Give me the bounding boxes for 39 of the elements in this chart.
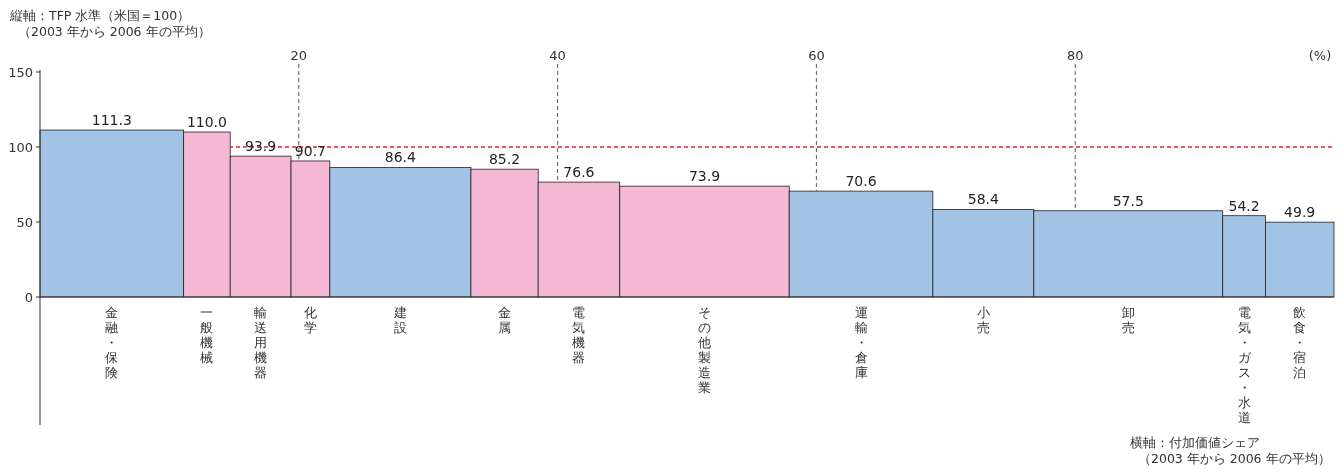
data-label: 73.9 — [688, 168, 721, 185]
x-tick-label: 金属 — [498, 305, 512, 335]
text: （2003 年から 2006 年の平均） — [18, 24, 211, 39]
x-tick-label: 電気・ガス・水道 — [1237, 305, 1252, 425]
x-tick-label: 金融・保険 — [105, 305, 119, 380]
x2-tick-label: 40 — [549, 48, 566, 63]
data-label: 86.4 — [384, 149, 417, 166]
x-tick-label: 建設 — [392, 305, 407, 335]
y-tick-label: 150 — [8, 64, 33, 80]
x-tick-label: 小売 — [976, 305, 990, 335]
x-tick-label: 化学 — [303, 305, 317, 335]
data-label: 58.4 — [967, 191, 999, 208]
x-tick-label: 一般機械 — [200, 305, 214, 365]
x-tick-label: 電気機器 — [572, 305, 586, 365]
data-label: 54.2 — [1228, 197, 1260, 214]
y-tick-label: 100 — [8, 139, 33, 155]
data-label: 111.3 — [91, 112, 132, 129]
data-label: 93.9 — [245, 138, 277, 155]
y-tick-label: 50 — [16, 214, 33, 230]
x-tick-label: 卸売 — [1121, 305, 1135, 335]
x-tick-label: 飲食・宿泊 — [1293, 305, 1307, 380]
y-axis-title: 縦軸：TFP 水準（米国＝100） — [9, 8, 191, 23]
x-tick-label: その他製造業 — [697, 305, 711, 395]
data-label: 57.5 — [1112, 192, 1144, 209]
x-tick-label: 運輸・倉庫 — [854, 305, 868, 380]
x2-axis-title: (%) — [1308, 48, 1332, 63]
data-label: 49.9 — [1284, 204, 1316, 221]
x2-tick-label: 20 — [290, 48, 308, 63]
data-label: 110.0 — [186, 114, 227, 130]
data-label: 90.7 — [294, 142, 327, 159]
text: （2003 年から 2006 年の平均） — [1138, 451, 1331, 466]
x-tick-label: 輸送用機器 — [254, 305, 268, 380]
data-label: 76.6 — [563, 164, 595, 181]
data-label: 85.2 — [488, 151, 521, 168]
x2-tick-label: 80 — [1066, 48, 1084, 63]
y-tick-label: 0 — [24, 289, 33, 305]
x2-tick-label: 60 — [808, 48, 825, 63]
text: 横軸：付加価値シェア — [1130, 435, 1260, 450]
data-label: 70.6 — [845, 173, 877, 190]
